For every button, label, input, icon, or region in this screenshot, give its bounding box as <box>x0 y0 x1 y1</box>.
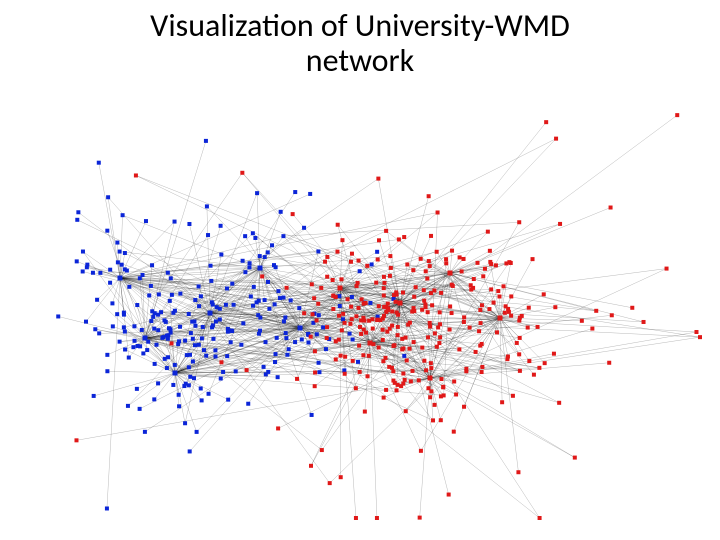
title-line2: network <box>0 43 720 78</box>
page-title: Visualization of University-WMD network <box>0 0 720 78</box>
network-graph <box>0 78 720 540</box>
network-svg <box>0 78 720 540</box>
title-line1: Visualization of University-WMD <box>0 8 720 43</box>
